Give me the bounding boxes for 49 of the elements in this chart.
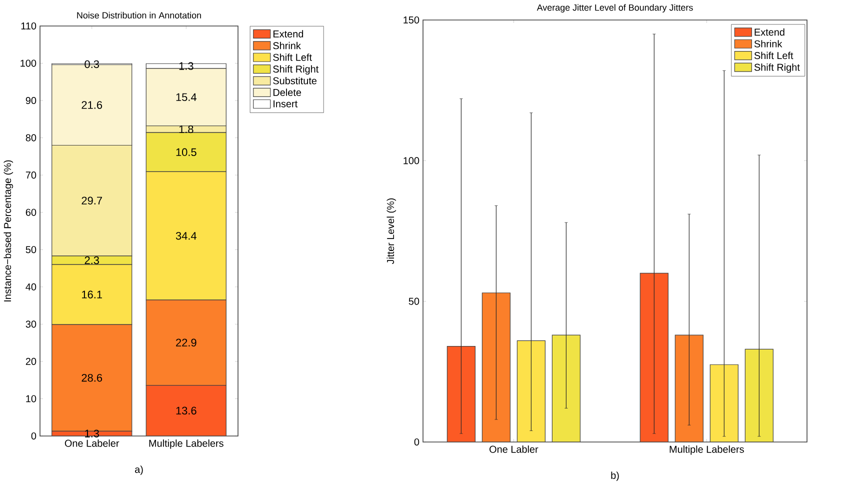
y-tick-label: 0 (31, 432, 36, 440)
data-label: 28.6 (82, 374, 102, 382)
bar (146, 384, 226, 436)
data-label: 22.9 (176, 338, 196, 346)
chart-title: Noise Distribution in Annotation (77, 12, 201, 18)
y-axis-title: Instance−based Percentage (%) (4, 160, 14, 302)
y-tick-label: 100 (404, 157, 420, 164)
legend-label: Insert (274, 100, 298, 108)
y-tick-label: 60 (26, 208, 36, 216)
x-tick-label: Multiple Labelers (149, 440, 224, 449)
y-tick-label: 110 (21, 22, 36, 30)
x-tick-label: One Labler (490, 446, 538, 453)
data-label: 21.6 (82, 101, 102, 109)
legend-label: Shrink (273, 42, 301, 50)
y-tick-label: 20 (26, 358, 36, 365)
x-axis-title: b) (611, 472, 619, 481)
y-axis-title: Jitter Level (%) (386, 198, 396, 264)
legend-label: Shift Left (754, 52, 794, 60)
data-label: 1.8 (179, 125, 194, 134)
y-tick-label: 50 (26, 246, 36, 254)
legend-label: Delete (273, 88, 302, 96)
x-tick-label: One Labeler (64, 440, 120, 447)
y-tick-label: 90 (26, 97, 36, 104)
y-tick-label: 0 (414, 438, 420, 446)
legend-label: Shift Left (273, 54, 312, 61)
y-tick-label: 70 (26, 172, 36, 179)
legend-label: Extend (754, 28, 784, 36)
y-tick-label: 150 (404, 16, 420, 24)
y-tick-label: 100 (20, 60, 36, 67)
legend-label: Shift Right (273, 65, 319, 75)
y-tick-label: 40 (26, 283, 36, 290)
y-tick-label: 50 (408, 298, 420, 305)
x-axis-title: a) (135, 466, 143, 475)
y-tick-label: 30 (26, 320, 36, 328)
data-label: 29.7 (82, 196, 102, 204)
data-label: 2.3 (84, 256, 99, 264)
data-label: 16.1 (82, 290, 102, 298)
legend-label: Shrink (754, 40, 782, 48)
legend-label: Extend (273, 30, 304, 38)
data-label: 10.5 (176, 148, 196, 156)
data-label: 15.4 (176, 93, 196, 101)
y-tick-label: 80 (26, 134, 36, 142)
legend-label: Substitute (273, 76, 317, 84)
y-tick-label: 10 (26, 395, 36, 402)
legend-label: Shift Right (754, 63, 800, 73)
data-label: 34.4 (176, 232, 196, 240)
data-label: 13.6 (176, 406, 196, 415)
chart-title: Average Jitter Level of Boundary Jitters (536, 4, 693, 12)
x-tick-label: Multiple Labelers (670, 446, 744, 455)
